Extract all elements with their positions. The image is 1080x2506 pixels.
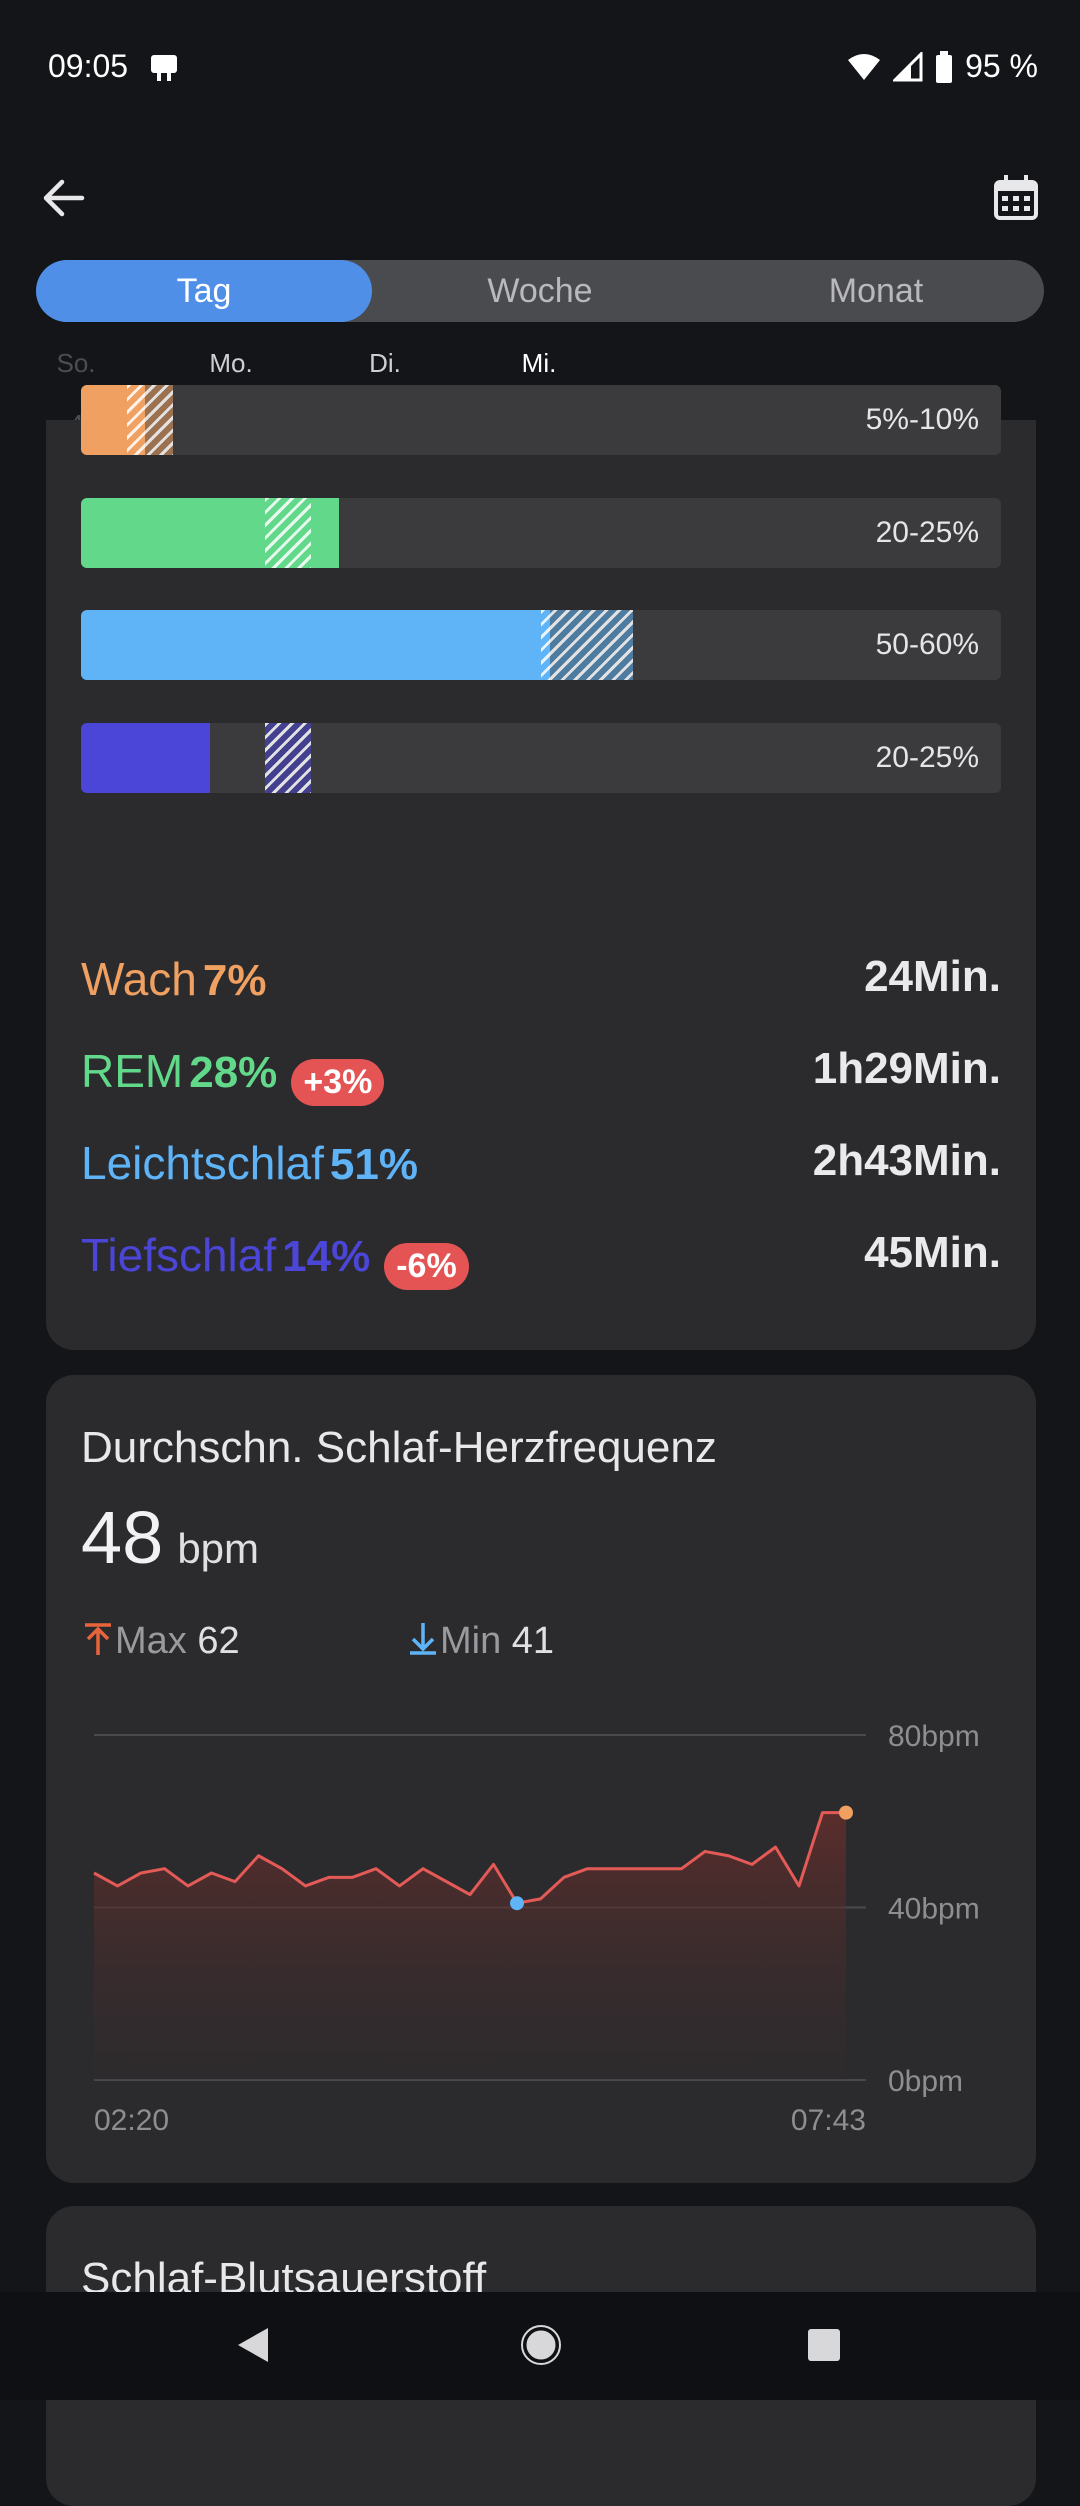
x-tick-label: 02:20 (94, 2104, 169, 2137)
heart-rate-max: Max 62 (81, 1620, 240, 1663)
status-right: 95 % (847, 48, 1038, 85)
stage-bar-tief: 20-25% (81, 723, 1001, 793)
sleep-stages-card: 5%-10% 20-25% 50-60% 20-25% Wach 7% 24Min. R… (46, 385, 1036, 1350)
stage-row-leichtschlaf: Leichtschlaf 51% 2h43Min. (81, 1136, 1001, 1206)
heart-rate-card[interactable]: Durchschn. Schlaf-Herzfrequenz 48 bpm Max… (46, 1375, 1036, 2183)
stage-duration: 24Min. (864, 952, 1001, 1001)
stage-name: REM (81, 1045, 184, 1097)
heart-rate-area (94, 1812, 846, 2080)
day-name: Mi. (521, 348, 557, 378)
battery-icon (936, 50, 953, 83)
stage-bar-normal-range (265, 498, 311, 568)
change-badge: +3% (291, 1059, 385, 1107)
heart-rate-chart: 80bpm 40bpm 0bpm 02:20 07:43 (93, 1720, 980, 2137)
calendar-icon[interactable] (988, 170, 1044, 226)
y-tick-label: 0bpm (888, 2065, 963, 2098)
stage-percent: 7% (202, 956, 267, 1005)
notification-icon (151, 55, 177, 81)
stage-bar-leicht: 50-60% (81, 610, 1001, 680)
stage-bar-normal-range (265, 723, 311, 793)
stage-row-tiefschlaf: Tiefschlaf 14% -6% 45Min. (81, 1228, 1001, 1298)
tab-tag[interactable]: Tag (36, 260, 372, 322)
stage-bar-normal-range (541, 610, 633, 680)
arrow-up-icon (85, 1623, 111, 1655)
y-tick-label: 40bpm (888, 1893, 980, 1926)
min-marker (510, 1896, 524, 1911)
signal-icon (893, 51, 923, 81)
day-name: Mo. (209, 348, 253, 378)
stage-percent: 28% (189, 1048, 278, 1097)
stage-bar-rem: 20-25% (81, 498, 1001, 568)
battery-percent: 95 % (965, 48, 1038, 84)
nav-back-icon[interactable] (236, 2326, 270, 2364)
tab-monat[interactable]: Monat (828, 272, 924, 310)
stage-duration: 1h29Min. (812, 1044, 1001, 1093)
period-tabs: Tag Woche Monat (36, 260, 1044, 322)
change-badge: -6% (384, 1243, 469, 1291)
stage-name: Wach (81, 953, 197, 1005)
heart-rate-title: Durchschn. Schlaf-Herzfrequenz (81, 1423, 717, 1472)
max-marker (839, 1805, 853, 1820)
tab-woche[interactable]: Woche (487, 272, 593, 310)
system-nav-bar (0, 2292, 1080, 2400)
stage-name: Tiefschlaf (81, 1229, 277, 1281)
x-tick-label: 07:43 (791, 2104, 866, 2137)
wifi-icon (848, 53, 881, 80)
day-name: Di. (369, 348, 401, 378)
stage-bar-range-label: 20-25% (875, 741, 979, 774)
stage-bar-normal-range (127, 385, 173, 455)
stage-duration: 45Min. (864, 1228, 1001, 1277)
stage-bar-fill (81, 723, 210, 793)
stage-bar-wach: 5%-10% (81, 385, 1001, 455)
y-tick-label: 80bpm (888, 1720, 980, 1753)
back-arrow-icon[interactable] (36, 170, 92, 226)
heart-rate-line (93, 1811, 846, 1905)
stage-bar-range-label: 20-25% (875, 516, 979, 549)
stage-bar-range-label: 50-60% (875, 628, 979, 661)
stage-duration: 2h43Min. (812, 1136, 1001, 1185)
status-time: 09:05 (48, 48, 129, 84)
stage-row-rem: REM 28% +3% 1h29Min. (81, 1044, 1001, 1114)
stage-percent: 51% (329, 1140, 418, 1189)
day-name: So. (56, 348, 96, 378)
heart-rate-value: 48 (81, 1496, 164, 1579)
heart-rate-average: 48 bpm (81, 1495, 259, 1580)
nav-recents-icon[interactable] (806, 2327, 842, 2363)
arrow-down-icon (410, 1623, 436, 1655)
stage-row-wach: Wach 7% 24Min. (81, 952, 1001, 1022)
stage-name: Leichtschlaf (81, 1137, 324, 1189)
stage-percent: 14% (282, 1232, 371, 1281)
stage-bar-fill (81, 610, 551, 680)
status-bar: 09:05 95 % (0, 0, 1080, 130)
nav-home-icon[interactable] (521, 2325, 561, 2365)
stage-bar-range-label: 5%-10% (865, 403, 979, 436)
heart-rate-unit: bpm (177, 1525, 260, 1572)
heart-rate-min: Min 41 (406, 1620, 554, 1663)
